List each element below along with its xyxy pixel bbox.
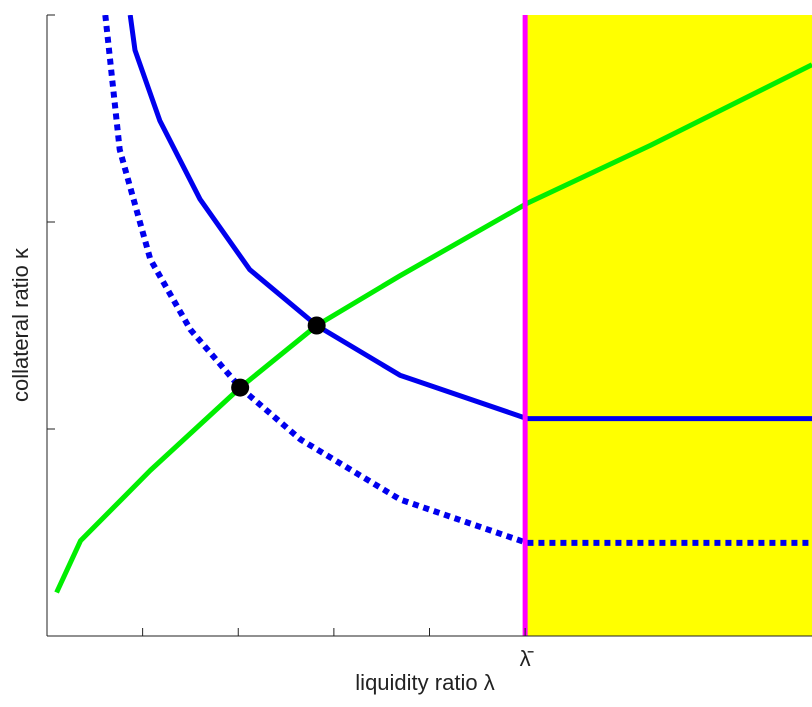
- line-series: [127, 15, 812, 422]
- y-axis-label: collateral ratio κ: [8, 247, 33, 402]
- x-axis-label: liquidity ratio λ: [355, 670, 494, 695]
- x-tick-label: λ̄: [520, 646, 534, 671]
- intersection-point: [231, 378, 250, 397]
- plot-area: [54, 15, 812, 636]
- intersection-point: [307, 316, 326, 335]
- shaded-region: [525, 15, 812, 636]
